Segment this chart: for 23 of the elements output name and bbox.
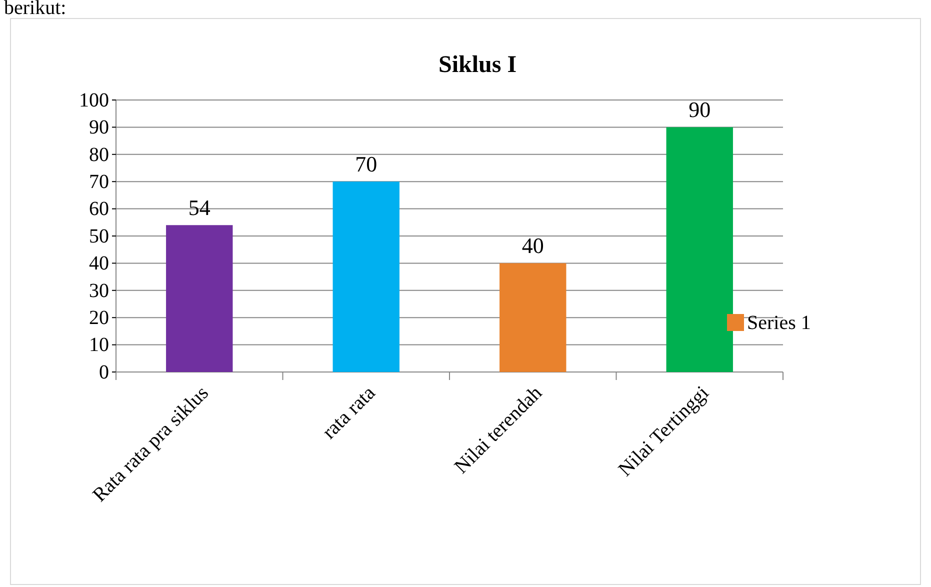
- y-tick-label: 70: [89, 171, 109, 193]
- y-tick-label: 80: [89, 144, 109, 166]
- y-tick-label: 0: [99, 361, 109, 384]
- text: berikut:: [4, 0, 66, 19]
- y-tick-label: 50: [89, 225, 109, 248]
- bar: [166, 225, 233, 372]
- data-label: 54: [188, 195, 210, 220]
- y-tick-label: 90: [89, 116, 109, 139]
- data-label: 90: [688, 97, 711, 122]
- y-tick-label: 30: [89, 280, 109, 302]
- x-tick-label: rata rata: [318, 382, 380, 444]
- y-tick-label: 10: [89, 334, 109, 356]
- bar: [500, 263, 566, 372]
- chart-title: Siklus I: [438, 52, 517, 78]
- y-tick-label: 60: [89, 198, 109, 220]
- y-tick-label: 20: [89, 307, 109, 329]
- data-label: 70: [355, 152, 378, 177]
- legend-label: Series 1: [747, 312, 811, 334]
- bar: [332, 182, 400, 372]
- y-tick-label: 100: [79, 89, 109, 112]
- bar: [666, 127, 733, 372]
- y-tick-label: 40: [89, 252, 109, 275]
- data-label: 40: [522, 233, 544, 258]
